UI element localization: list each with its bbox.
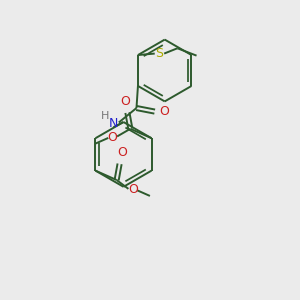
- Text: H: H: [101, 111, 110, 121]
- Text: O: O: [159, 105, 169, 118]
- Text: O: O: [108, 130, 118, 143]
- Text: N: N: [109, 117, 118, 130]
- Text: S: S: [155, 47, 163, 60]
- Text: O: O: [128, 183, 138, 196]
- Text: O: O: [120, 95, 130, 108]
- Text: O: O: [117, 146, 127, 159]
